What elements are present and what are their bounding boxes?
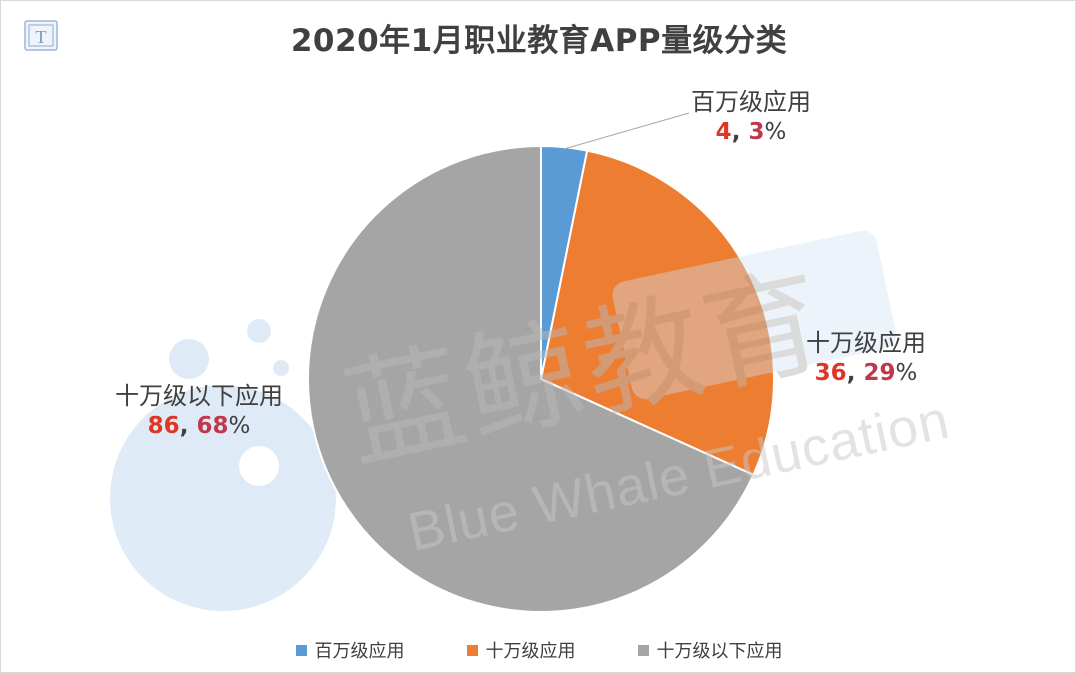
data-label-name: 百万级应用 [691,88,811,116]
text-box-icon: T [24,20,58,51]
leader-line [563,112,690,150]
data-label-million: 百万级应用 4, 3% [691,88,811,145]
legend-item-hundred-thousand: 十万级应用 [466,637,576,663]
data-label-below-hundred-thousand: 十万级以下应用 86, 68% [109,381,289,441]
data-label-name: 十万级以下应用 [115,382,283,410]
data-label-percent: 29 [863,360,896,386]
legend-item-million: 百万级应用 [295,637,405,663]
legend-item-below-hundred-thousand: 十万级以下应用 [637,637,783,663]
legend-label: 百万级应用 [314,641,405,662]
data-label-percent: 3 [748,119,765,145]
chart-title: 2020年1月职业教育APP量级分类 [290,23,788,59]
chart-legend: 百万级应用 十万级应用 十万级以下应用 [1,637,1075,663]
legend-label: 十万级以下应用 [656,641,783,662]
data-label-value: 4 [715,119,732,145]
data-label-value: 36 [814,360,847,386]
data-label-value: 86 [147,413,180,439]
pie-slice-below-hundred-thousand [307,144,755,613]
data-label-name: 十万级应用 [806,329,926,357]
svg-text:T: T [36,27,47,47]
legend-swatch [295,644,307,656]
data-label-hundred-thousand: 十万级应用 36, 29% [791,328,941,388]
pie-slice-hundred-thousand [539,149,775,477]
whale-watermark-icon [110,319,336,611]
data-label-percent: 68 [196,413,229,439]
legend-swatch [637,644,649,656]
legend-label: 十万级应用 [485,641,576,662]
legend-swatch [466,644,478,656]
